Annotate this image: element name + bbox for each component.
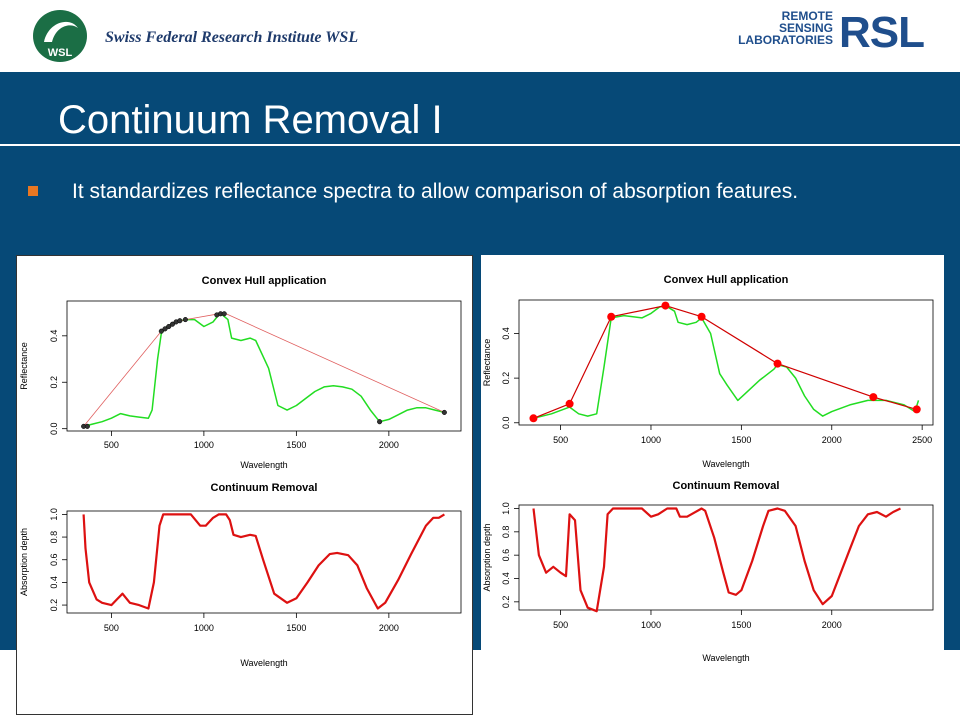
hull-point: [377, 419, 383, 425]
y-axis-label: Absorption depth: [482, 523, 492, 591]
header-bar: WSL Swiss Federal Research Institute WSL…: [0, 0, 960, 72]
rsl-line-remote: REMOTE: [781, 9, 833, 23]
chart-title: Continuum Removal: [211, 482, 318, 494]
y-axis-label: Reflectance: [19, 342, 29, 390]
rsl-line-sensing: SENSING: [778, 21, 833, 35]
hull-point: [221, 311, 227, 317]
institute-name: Swiss Federal Research Institute WSL: [105, 29, 359, 46]
plot-frame: [66, 510, 462, 614]
x-tick-label: 2000: [379, 623, 399, 633]
x-tick-label: 1000: [194, 440, 214, 450]
y-tick-label: 0.8: [501, 526, 511, 539]
hull-point: [565, 399, 574, 408]
y-tick-label: 0.4: [49, 576, 59, 589]
y-tick-label: 0.2: [501, 596, 511, 609]
x-tick-label: 500: [553, 620, 568, 630]
rsl-line-laboratories: LABORATORIES: [738, 33, 833, 47]
hull-point: [182, 317, 188, 323]
hull-point: [441, 409, 447, 415]
hull-point: [912, 405, 921, 414]
y-tick-label: 0.2: [49, 376, 59, 389]
rsl-logo-lines: REMOTE SENSING LABORATORIES: [735, 10, 833, 46]
x-axis-label: Wavelength: [240, 460, 287, 470]
x-tick-label: 1000: [194, 623, 214, 633]
chart-continuum-removal-left: Continuum Removal 500 1000 1500 2000 0.2 0.4 0.…: [19, 482, 462, 668]
hull-point: [158, 328, 164, 334]
x-axis-label: Wavelength: [702, 459, 749, 469]
x-tick-label: 500: [104, 440, 119, 450]
wsl-logo-text: WSL: [48, 47, 73, 59]
hull-point: [162, 326, 168, 332]
chart-continuum-removal-right: Continuum Removal 500 1000 1500 2000 0.2 0.4 0.…: [482, 480, 934, 663]
y-axis-label: Reflectance: [482, 339, 492, 387]
hull-point: [697, 312, 706, 321]
plot-frame: [518, 504, 934, 611]
hull-point: [869, 393, 878, 402]
y-tick-label: 1.0: [501, 502, 511, 515]
hull-point: [529, 414, 538, 423]
x-tick-label: 1500: [731, 620, 751, 630]
y-tick-label: 0.2: [49, 599, 59, 612]
plot-frame: [66, 300, 462, 432]
x-axis-label: Wavelength: [702, 653, 749, 663]
wsl-logo: WSL: [33, 10, 87, 62]
left-figure-panel: Convex Hull application 500 1000 1500 2000 0.…: [16, 255, 473, 715]
series-continuum-removed: [532, 507, 901, 613]
x-tick-label: 1500: [731, 435, 751, 445]
rsl-logo: REMOTE SENSING LABORATORIES RSL: [735, 10, 935, 56]
y-tick-label: 0.0: [501, 417, 511, 430]
plot-frame: [518, 299, 934, 426]
chart-convex-hull-left: Convex Hull application 500 1000 1500 2000 0.…: [19, 275, 462, 470]
y-tick-label: 0.4: [501, 327, 511, 340]
hull-point: [607, 312, 616, 321]
chart-title: Convex Hull application: [664, 274, 789, 286]
y-tick-label: 0.4: [49, 330, 59, 343]
y-tick-label: 0.6: [501, 549, 511, 562]
hull-point: [166, 323, 172, 330]
bullet-text: It standardizes reflectance spectra to a…: [72, 180, 799, 203]
bullet-marker: [28, 186, 38, 196]
x-tick-label: 1000: [641, 435, 661, 445]
x-tick-label: 1000: [641, 620, 661, 630]
y-tick-label: 0.6: [49, 553, 59, 566]
y-tick-label: 0.0: [49, 422, 59, 435]
hull-point: [773, 359, 782, 368]
hull-point: [177, 318, 183, 324]
right-figure-panel: Convex Hull application 500 1000 1500 2000 25…: [481, 255, 944, 713]
rsl-logo-mark: RSL: [839, 8, 925, 57]
series-hull: [83, 313, 445, 427]
x-tick-label: 500: [553, 435, 568, 445]
hull-point: [661, 301, 670, 310]
x-axis-label: Wavelength: [240, 658, 287, 668]
series-hull: [533, 304, 917, 419]
series-spectrum: [83, 314, 445, 428]
title-rule: [0, 144, 960, 146]
y-tick-label: 1.0: [49, 508, 59, 521]
x-tick-label: 2000: [379, 440, 399, 450]
hull-point: [84, 423, 90, 429]
y-tick-label: 0.4: [501, 572, 511, 585]
y-tick-label: 0.8: [49, 531, 59, 544]
x-tick-label: 2500: [912, 435, 932, 445]
x-tick-label: 2000: [822, 435, 842, 445]
series-continuum-removed: [82, 513, 445, 610]
x-tick-label: 1500: [286, 440, 306, 450]
chart-title: Convex Hull application: [202, 275, 327, 287]
y-tick-label: 0.2: [501, 372, 511, 385]
x-tick-label: 500: [104, 623, 119, 633]
chart-title: Continuum Removal: [673, 480, 780, 492]
x-tick-label: 2000: [822, 620, 842, 630]
series-spectrum: [533, 305, 920, 420]
chart-convex-hull-right: Convex Hull application 500 1000 1500 2000 25…: [482, 274, 934, 469]
x-tick-label: 1500: [286, 623, 306, 633]
slide-title: Continuum Removal I: [58, 98, 443, 142]
hull-point: [169, 321, 175, 327]
y-axis-label: Absorption depth: [19, 528, 29, 596]
